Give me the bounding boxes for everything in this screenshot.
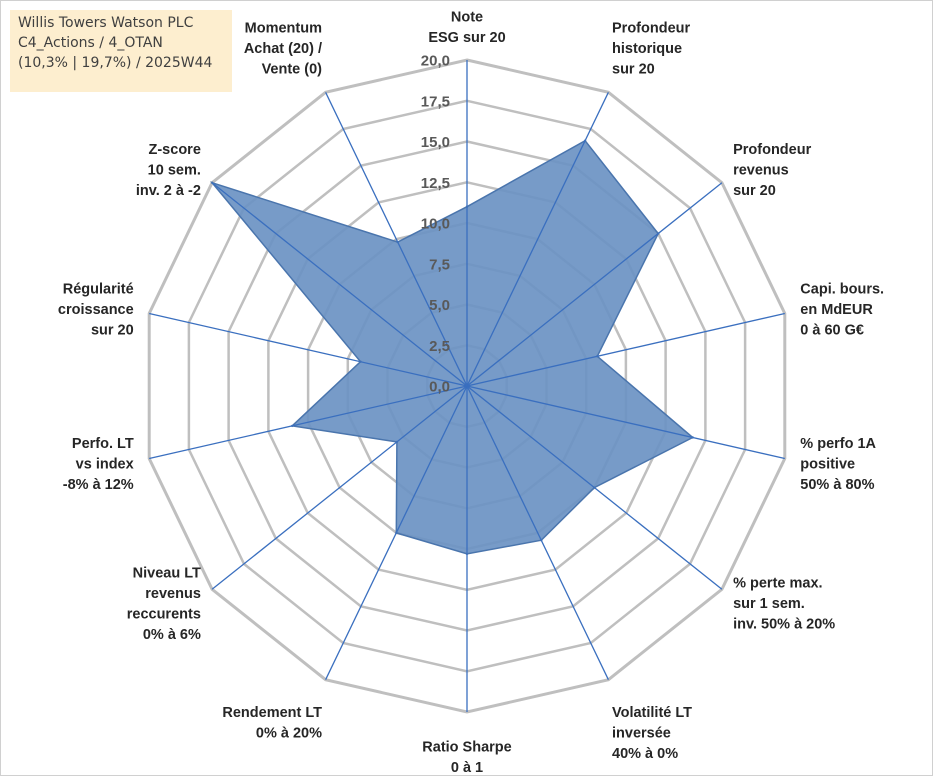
axis-label-line: 0% à 20% (256, 726, 322, 742)
axis-label-group: Z-score 10 sem. inv. 2 à -2 (136, 142, 201, 199)
axis-label-group: Note ESG sur 20 (428, 10, 505, 47)
axis-spoke (149, 385, 468, 460)
axis-spoke (466, 182, 723, 387)
axis-label-line: Vente (0) (262, 62, 323, 78)
axis-spoke (466, 385, 785, 460)
title-category: C4_Actions / 4_OTAN (18, 35, 163, 51)
axis-label-line: Profondeur (612, 21, 690, 37)
radial-tick-labels: 0,0 2,5 5,0 7,5 10,0 12,5 15,0 17,5 20,0 (421, 53, 450, 396)
axis-label-line: inv. 2 à -2 (136, 183, 201, 199)
axis-label-line: Momentum (245, 21, 322, 37)
axis-spoke (466, 92, 609, 387)
title-company: Willis Towers Watson PLC (18, 15, 194, 31)
axis-label-line: Z-score (149, 142, 201, 158)
axis-label-group: Momentum Achat (20) / Vente (0) (244, 21, 322, 78)
axis-label-line: Rendement LT (222, 705, 322, 721)
axis-label-line: sur 1 sem. (733, 596, 805, 612)
axis-label-line: reccurents (127, 607, 201, 623)
axis-label-line: sur 20 (91, 322, 134, 338)
axis-spoke (466, 385, 609, 680)
axis-label-line: historique (612, 41, 682, 57)
axis-spoke (325, 92, 468, 387)
axis-label-group: Profondeur revenus sur 20 (733, 142, 811, 199)
axis-label-line: vs index (76, 457, 134, 473)
tick-label: 15,0 (421, 134, 450, 151)
tick-label: 5,0 (429, 297, 450, 314)
axis-label-line: 50% à 80% (800, 477, 874, 493)
axis-label-group: Perfo. LT vs index -8% à 12% (63, 436, 134, 493)
radar-series (209, 139, 695, 556)
axis-label-line: ESG sur 20 (428, 30, 505, 46)
axis-spoke (325, 385, 468, 680)
tick-label: 17,5 (421, 93, 450, 110)
axis-label-line: croissance (58, 302, 134, 318)
axis-label-line: Profondeur (733, 142, 811, 158)
axis-label-line: 0% à 6% (143, 627, 201, 643)
axis-label-group: Niveau LT revenus reccurents 0% à 6% (127, 566, 201, 644)
axis-label-line: positive (800, 457, 855, 473)
series-area (209, 139, 695, 555)
axis-label-group: % perfo 1A positive 50% à 80% (800, 436, 876, 493)
axis-label-line: sur 20 (733, 183, 776, 199)
axis-label-line: % perfo 1A (800, 436, 876, 452)
axis-label-line: Note (451, 10, 483, 26)
axis-label-group: Régularité croissance sur 20 (58, 281, 134, 338)
axis-label-line: 0 à 1 (451, 760, 483, 776)
axis-label-line: Niveau LT (133, 566, 201, 582)
axis-label-group: Capi. bours. en MdEUR 0 à 60 G€ (800, 281, 884, 338)
radar-spokes (149, 60, 785, 712)
tick-label: 7,5 (429, 256, 450, 273)
axis-label-line: 10 sem. (148, 162, 201, 178)
axis-label-line: Ratio Sharpe (422, 740, 511, 756)
axis-label-line: revenus (733, 162, 789, 178)
axis-spoke (211, 385, 468, 590)
tick-label: 10,0 (421, 216, 450, 233)
axis-label-line: revenus (145, 586, 201, 602)
axis-spoke (211, 182, 468, 387)
axis-label-group: Profondeur historique sur 20 (612, 21, 690, 78)
axis-label-group: Rendement LT 0% à 20% (222, 705, 322, 742)
axis-label-line: Capi. bours. (800, 281, 884, 297)
tick-label: 12,5 (421, 175, 450, 192)
axis-label-group: % perte max. sur 1 sem. inv. 50% à 20% (733, 576, 835, 633)
axis-spoke (466, 385, 723, 590)
axis-label-line: 0 à 60 G€ (800, 322, 864, 338)
axis-label-line: Volatilité LT (612, 705, 692, 721)
axis-label-line: Perfo. LT (72, 436, 134, 452)
axis-label-line: inversée (612, 726, 671, 742)
axis-label-line: Achat (20) / (244, 41, 322, 57)
axis-label-line: -8% à 12% (63, 477, 134, 493)
tick-label: 20,0 (421, 53, 450, 70)
axis-spoke (466, 312, 785, 387)
axis-label-group: Volatilité LT inversée 40% à 0% (612, 705, 692, 762)
axis-label-line: sur 20 (612, 62, 655, 78)
axis-label-group: Ratio Sharpe 0 à 1 (422, 740, 511, 776)
axis-spoke (149, 312, 468, 387)
axis-label-line: 40% à 0% (612, 746, 678, 762)
tick-label: 2,5 (429, 338, 450, 355)
axis-label-line: Régularité (63, 281, 134, 297)
axis-label-line: inv. 50% à 20% (733, 617, 835, 633)
title-period: (10,3% | 19,7%) / 2025W44 (18, 55, 213, 71)
axis-label-line: en MdEUR (800, 302, 873, 318)
axis-labels: Note ESG sur 20 Profondeur historique sur 20… (58, 10, 884, 776)
tick-label: 0,0 (429, 379, 450, 396)
axis-label-line: % perte max. (733, 576, 822, 592)
title-box: Willis Towers Watson PLC C4_Actions / 4_… (10, 10, 232, 92)
